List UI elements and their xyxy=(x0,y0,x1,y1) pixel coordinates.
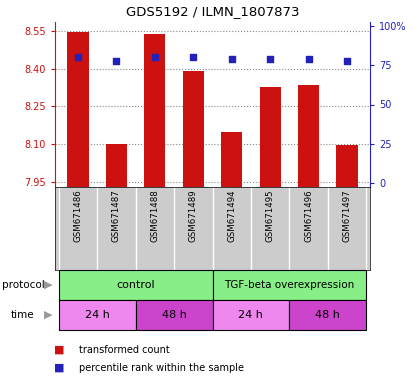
Bar xyxy=(68,32,89,187)
Text: ▶: ▶ xyxy=(44,280,52,290)
Bar xyxy=(289,300,366,330)
Text: GSM671497: GSM671497 xyxy=(342,189,352,242)
Text: GSM671488: GSM671488 xyxy=(150,189,159,242)
Text: 48 h: 48 h xyxy=(315,310,340,320)
Point xyxy=(228,56,235,62)
Bar xyxy=(183,71,204,187)
Text: protocol: protocol xyxy=(2,280,45,290)
Bar xyxy=(144,34,166,187)
Point xyxy=(75,54,81,60)
Text: GSM671489: GSM671489 xyxy=(189,189,198,242)
Title: GDS5192 / ILMN_1807873: GDS5192 / ILMN_1807873 xyxy=(126,5,299,18)
Point xyxy=(190,54,197,60)
Text: GSM671494: GSM671494 xyxy=(227,189,236,242)
Text: 24 h: 24 h xyxy=(239,310,264,320)
Text: time: time xyxy=(10,310,34,320)
Bar xyxy=(259,88,281,187)
Bar xyxy=(136,300,212,330)
Text: transformed count: transformed count xyxy=(79,345,170,355)
Text: ■: ■ xyxy=(54,363,64,373)
Point xyxy=(151,54,158,60)
Text: GSM671487: GSM671487 xyxy=(112,189,121,242)
Text: control: control xyxy=(116,280,155,290)
Text: TGF-beta overexpression: TGF-beta overexpression xyxy=(224,280,354,290)
Bar xyxy=(106,144,127,187)
Bar xyxy=(221,132,242,187)
Text: 48 h: 48 h xyxy=(162,310,186,320)
Text: percentile rank within the sample: percentile rank within the sample xyxy=(79,363,244,373)
Point xyxy=(305,56,312,62)
Text: ■: ■ xyxy=(54,345,64,355)
Bar xyxy=(59,300,136,330)
Bar xyxy=(59,270,212,300)
Point xyxy=(267,56,273,62)
Text: ▶: ▶ xyxy=(44,310,52,320)
Text: 24 h: 24 h xyxy=(85,310,110,320)
Bar xyxy=(337,146,357,187)
Text: GSM671495: GSM671495 xyxy=(266,189,275,242)
Text: GSM671496: GSM671496 xyxy=(304,189,313,242)
Bar xyxy=(212,270,366,300)
Point xyxy=(344,58,350,64)
Point xyxy=(113,58,120,64)
Bar xyxy=(298,85,319,187)
Text: GSM671486: GSM671486 xyxy=(73,189,83,242)
Bar xyxy=(212,300,289,330)
